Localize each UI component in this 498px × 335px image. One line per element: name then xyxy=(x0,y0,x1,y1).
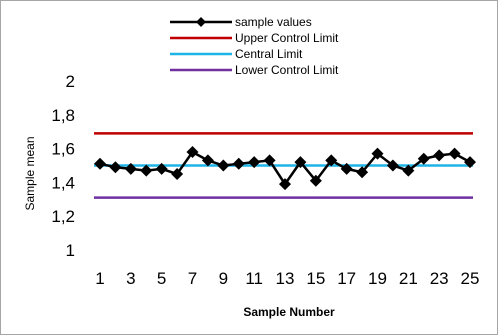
sample-point xyxy=(356,166,369,179)
x-tick-label: 3 xyxy=(126,269,135,288)
sample-point xyxy=(340,162,353,175)
sample-point xyxy=(386,159,399,172)
sample-point xyxy=(217,159,230,172)
sample-point xyxy=(263,154,276,167)
x-tick-label: 25 xyxy=(461,269,480,288)
legend-lower-control-limit: Lower Control Limit xyxy=(170,63,339,77)
x-tick-label: 9 xyxy=(219,269,228,288)
limit-lines xyxy=(94,132,473,199)
x-tick-label: 11 xyxy=(245,269,263,288)
sample-point xyxy=(448,147,461,160)
sample-point xyxy=(171,167,184,180)
sample-point xyxy=(464,156,476,169)
sample-point xyxy=(124,162,137,175)
sample-point xyxy=(371,147,384,160)
x-axis: 1 3 5 7 9 11 13 15 17 19 21 23 25 xyxy=(95,269,479,288)
legend-marker xyxy=(196,17,206,27)
x-tick-label: 7 xyxy=(188,269,197,288)
y-tick-label: 1,4 xyxy=(51,173,75,192)
sample-point xyxy=(109,161,122,174)
x-tick-label: 1 xyxy=(95,269,104,288)
sample-point xyxy=(155,162,168,175)
sample-point xyxy=(279,178,291,191)
x-tick-label: 23 xyxy=(430,269,449,288)
legend-sample-values: sample values xyxy=(170,15,312,29)
sample-series xyxy=(94,145,476,191)
legend-upper-control-limit: Upper Control Limit xyxy=(170,31,339,45)
sample-point xyxy=(140,164,153,177)
x-tick-label: 5 xyxy=(157,269,166,288)
sample-point xyxy=(294,156,307,169)
y-tick-label: 1,6 xyxy=(51,140,75,159)
legend-label: Lower Control Limit xyxy=(235,63,339,77)
x-tick-label: 13 xyxy=(276,269,295,288)
legend-label: sample values xyxy=(235,15,312,29)
x-tick-label: 21 xyxy=(399,269,418,288)
y-tick-label: 1,2 xyxy=(51,207,75,226)
sample-point xyxy=(309,174,322,187)
legend-label: Central Limit xyxy=(235,47,303,61)
legend: sample values Upper Control Limit Central … xyxy=(170,15,339,77)
sample-point xyxy=(232,157,245,170)
y-tick-label: 1 xyxy=(66,241,75,260)
legend-central-limit: Central Limit xyxy=(170,47,303,61)
sample-point xyxy=(433,149,446,162)
y-tick-label: 1,8 xyxy=(51,106,75,125)
y-tick-label: 2 xyxy=(66,72,75,91)
sample-point xyxy=(402,164,415,177)
x-tick-label: 19 xyxy=(368,269,387,288)
x-tick-label: 15 xyxy=(306,269,325,288)
y-axis-title: Sample mean xyxy=(23,136,37,210)
y-axis: 1 1,2 1,4 1,6 1,8 2 xyxy=(51,72,75,260)
sample-point xyxy=(201,154,214,167)
sample-point xyxy=(248,156,261,169)
sample-point xyxy=(186,145,199,158)
sample-point xyxy=(94,157,106,170)
sample-point xyxy=(417,152,430,165)
x-tick-label: 17 xyxy=(337,269,356,288)
x-axis-title: Sample Number xyxy=(243,305,335,319)
sample-point xyxy=(325,154,338,167)
legend-label: Upper Control Limit xyxy=(235,31,339,45)
